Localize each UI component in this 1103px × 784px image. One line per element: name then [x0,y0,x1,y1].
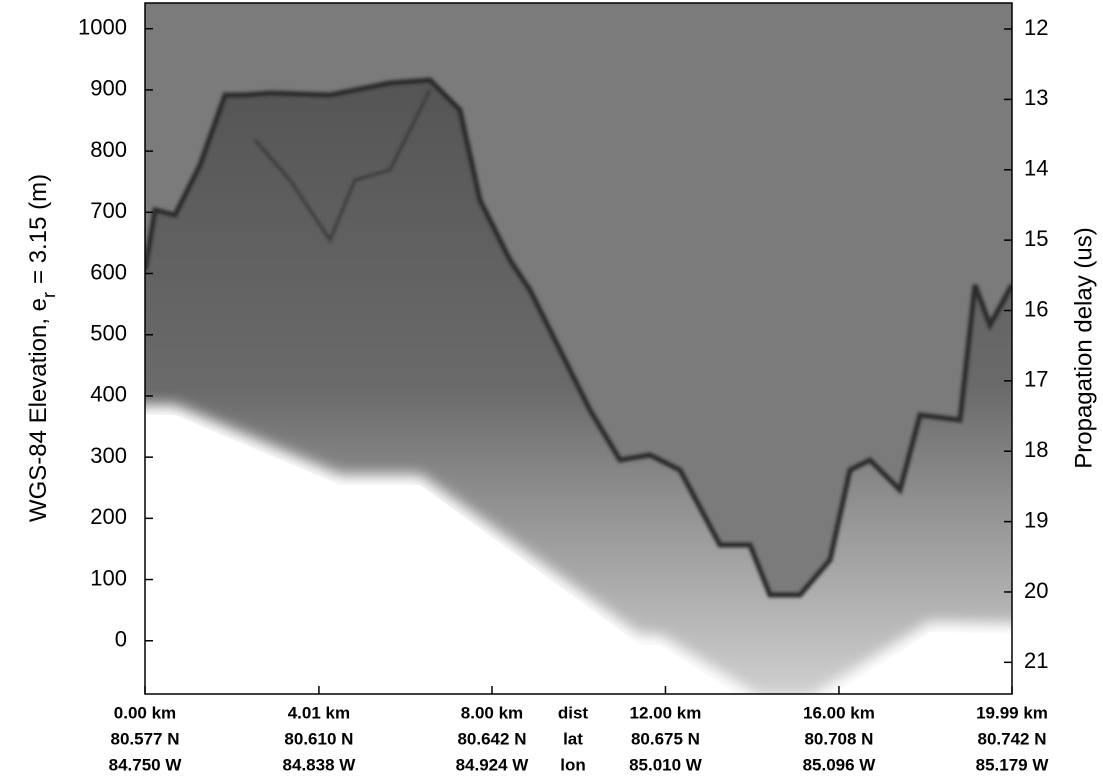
lat-label: 80.577 N [111,729,180,748]
y-tick-label: 500 [90,321,127,346]
row-label: lat [563,729,583,748]
lon-label: 85.010 W [629,755,703,774]
y-tick-label: 600 [90,259,127,284]
y-tick-label: 100 [90,565,127,590]
row-label: dist [558,703,589,722]
y-tick-label: 300 [90,443,127,468]
y2-tick-label: 13 [1024,85,1048,110]
y-label-tail: = 3.15 (m) [25,174,52,284]
x-tick-label: 12.00 km [630,703,702,722]
y2-tick-label: 18 [1024,437,1048,462]
lon-label: 85.096 W [803,755,877,774]
y2-tick-label: 20 [1024,578,1048,603]
y-tick-label: 200 [90,504,127,529]
y-tick-label: 700 [90,198,127,223]
lat-label: 80.610 N [284,729,353,748]
x-tick-label: 19.99 km [976,703,1048,722]
lat-label: 80.742 N [978,729,1047,748]
row-label: lon [560,755,586,774]
x-tick-label: 0.00 km [114,703,176,722]
y2-tick-label: 17 [1024,367,1048,392]
y-tick-label: 0 [115,627,127,652]
y-tick-label: 800 [90,137,127,162]
y-axis-label: WGS-84 Elevation, er = 3.15 (m) [25,174,58,522]
lon-label: 84.924 W [456,755,530,774]
x-tick-label: 16.00 km [803,703,875,722]
y2-tick-label: 19 [1024,507,1048,532]
y2-tick-label: 12 [1024,15,1048,40]
lat-label: 80.675 N [631,729,700,748]
lon-label: 84.750 W [109,755,183,774]
lat-label: 80.708 N [804,729,873,748]
y-tick-label: 900 [90,76,127,101]
lon-label: 85.179 W [976,755,1050,774]
y2-axis-label: Propagation delay (us) [1070,227,1097,468]
x-tick-label: 8.00 km [461,703,523,722]
y-label-subscript: r [39,292,59,298]
y2-tick-label: 16 [1024,296,1048,321]
radargram-image [145,3,1012,694]
lat-label: 80.642 N [457,729,526,748]
x-tick-label: 4.01 km [288,703,350,722]
y-label-main: WGS-84 Elevation, e [25,298,52,522]
y2-tick-label: 14 [1024,156,1048,181]
y-tick-label: 1000 [78,15,127,40]
plot-frame [144,2,1013,695]
lon-label: 84.838 W [283,755,357,774]
y2-tick-label: 15 [1024,226,1048,251]
y2-tick-label: 21 [1024,648,1048,673]
y-tick-label: 400 [90,382,127,407]
